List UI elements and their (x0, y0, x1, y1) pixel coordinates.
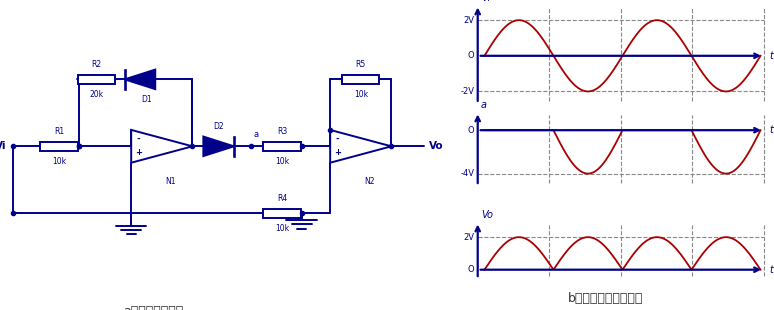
Text: Vi: Vi (0, 141, 6, 151)
Text: +: + (334, 148, 341, 157)
Text: O: O (467, 126, 474, 135)
Text: Vo: Vo (481, 210, 493, 220)
Text: 2V: 2V (464, 16, 474, 25)
Polygon shape (125, 70, 156, 89)
Text: 20k: 20k (89, 90, 103, 99)
Text: -2V: -2V (461, 87, 474, 96)
Text: a: a (481, 100, 487, 110)
Text: N1: N1 (166, 177, 176, 186)
Text: D1: D1 (141, 95, 152, 104)
Text: O: O (467, 51, 474, 60)
Text: O: O (467, 265, 474, 274)
Text: -: - (336, 135, 339, 144)
Polygon shape (204, 137, 234, 156)
Text: a: a (254, 130, 259, 140)
Text: Vo: Vo (429, 141, 444, 151)
Text: -4V: -4V (461, 169, 474, 178)
Bar (263, 209, 300, 218)
Text: R5: R5 (356, 60, 366, 69)
Bar (342, 75, 379, 84)
Text: t: t (769, 125, 772, 135)
Text: N2: N2 (365, 177, 375, 186)
Text: R2: R2 (91, 60, 101, 69)
Polygon shape (132, 130, 193, 163)
Text: 2V: 2V (464, 232, 474, 242)
Text: 10k: 10k (275, 224, 289, 233)
Text: 10k: 10k (52, 157, 66, 166)
Text: +: + (135, 148, 142, 157)
Text: 10k: 10k (354, 90, 368, 99)
Text: Vi: Vi (481, 0, 491, 3)
Bar (40, 142, 77, 151)
Text: t: t (769, 265, 772, 275)
Text: b、关键点波形示意图: b、关键点波形示意图 (568, 292, 643, 305)
Polygon shape (330, 130, 392, 163)
Text: D2: D2 (214, 122, 224, 131)
Bar (263, 142, 300, 151)
Text: -: - (137, 135, 140, 144)
Text: R1: R1 (54, 127, 64, 136)
Text: a、全波整流电路: a、全波整流电路 (123, 305, 183, 310)
Text: R3: R3 (277, 127, 287, 136)
Text: 10k: 10k (275, 157, 289, 166)
Bar (77, 75, 115, 84)
Text: R4: R4 (277, 194, 287, 203)
Text: t: t (769, 51, 772, 61)
